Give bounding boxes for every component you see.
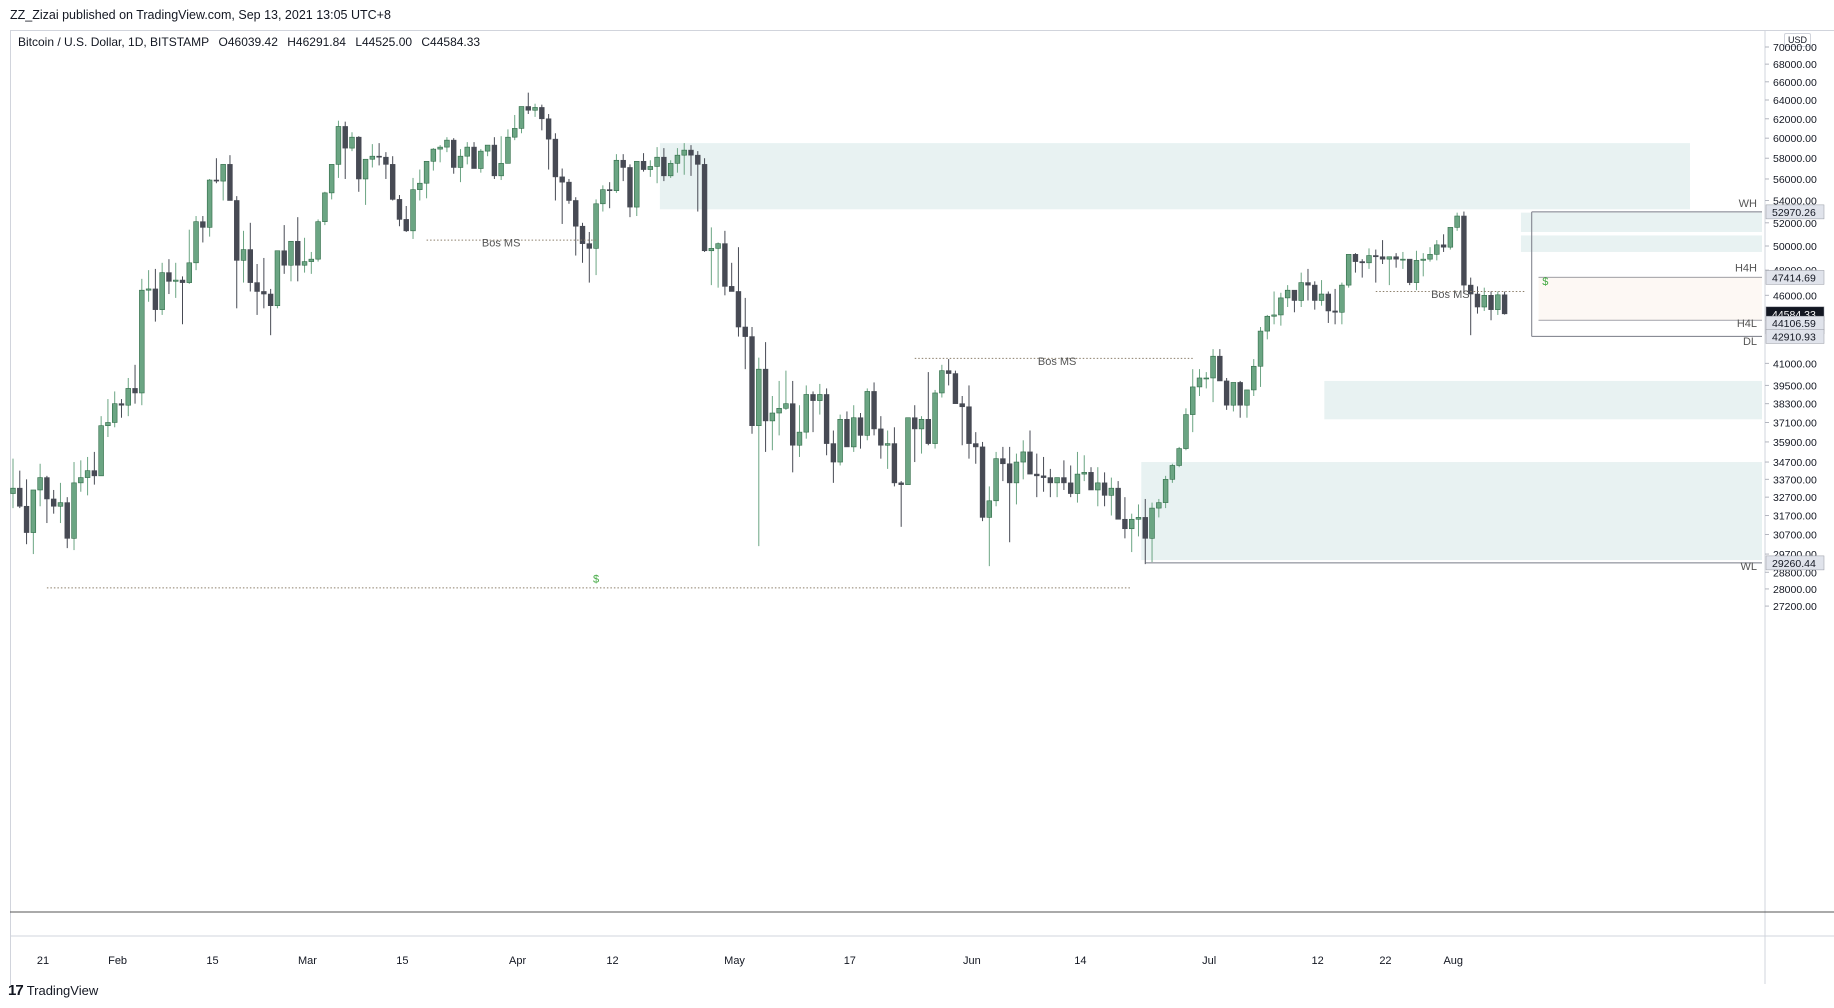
footer: 17 TradingView xyxy=(8,982,98,999)
ohlc-low: L44525.00 xyxy=(355,35,413,49)
ohlc-high: H46291.84 xyxy=(287,35,346,49)
ohlc-open: O46039.42 xyxy=(218,35,278,49)
ohlc-close: C44584.33 xyxy=(421,35,481,49)
brand-name: TradingView xyxy=(26,983,99,998)
currency-badge[interactable]: USD xyxy=(1784,33,1812,47)
chart-frame[interactable] xyxy=(10,30,1834,985)
symbol-name[interactable]: Bitcoin / U.S. Dollar, 1D, BITSTAMP xyxy=(18,35,210,49)
publisher-line: ZZ_Zizai published on TradingView.com, S… xyxy=(10,8,391,22)
tradingview-logo-icon[interactable]: 17 xyxy=(8,982,24,999)
symbol-legend: Bitcoin / U.S. Dollar, 1D, BITSTAMP O460… xyxy=(18,35,486,49)
